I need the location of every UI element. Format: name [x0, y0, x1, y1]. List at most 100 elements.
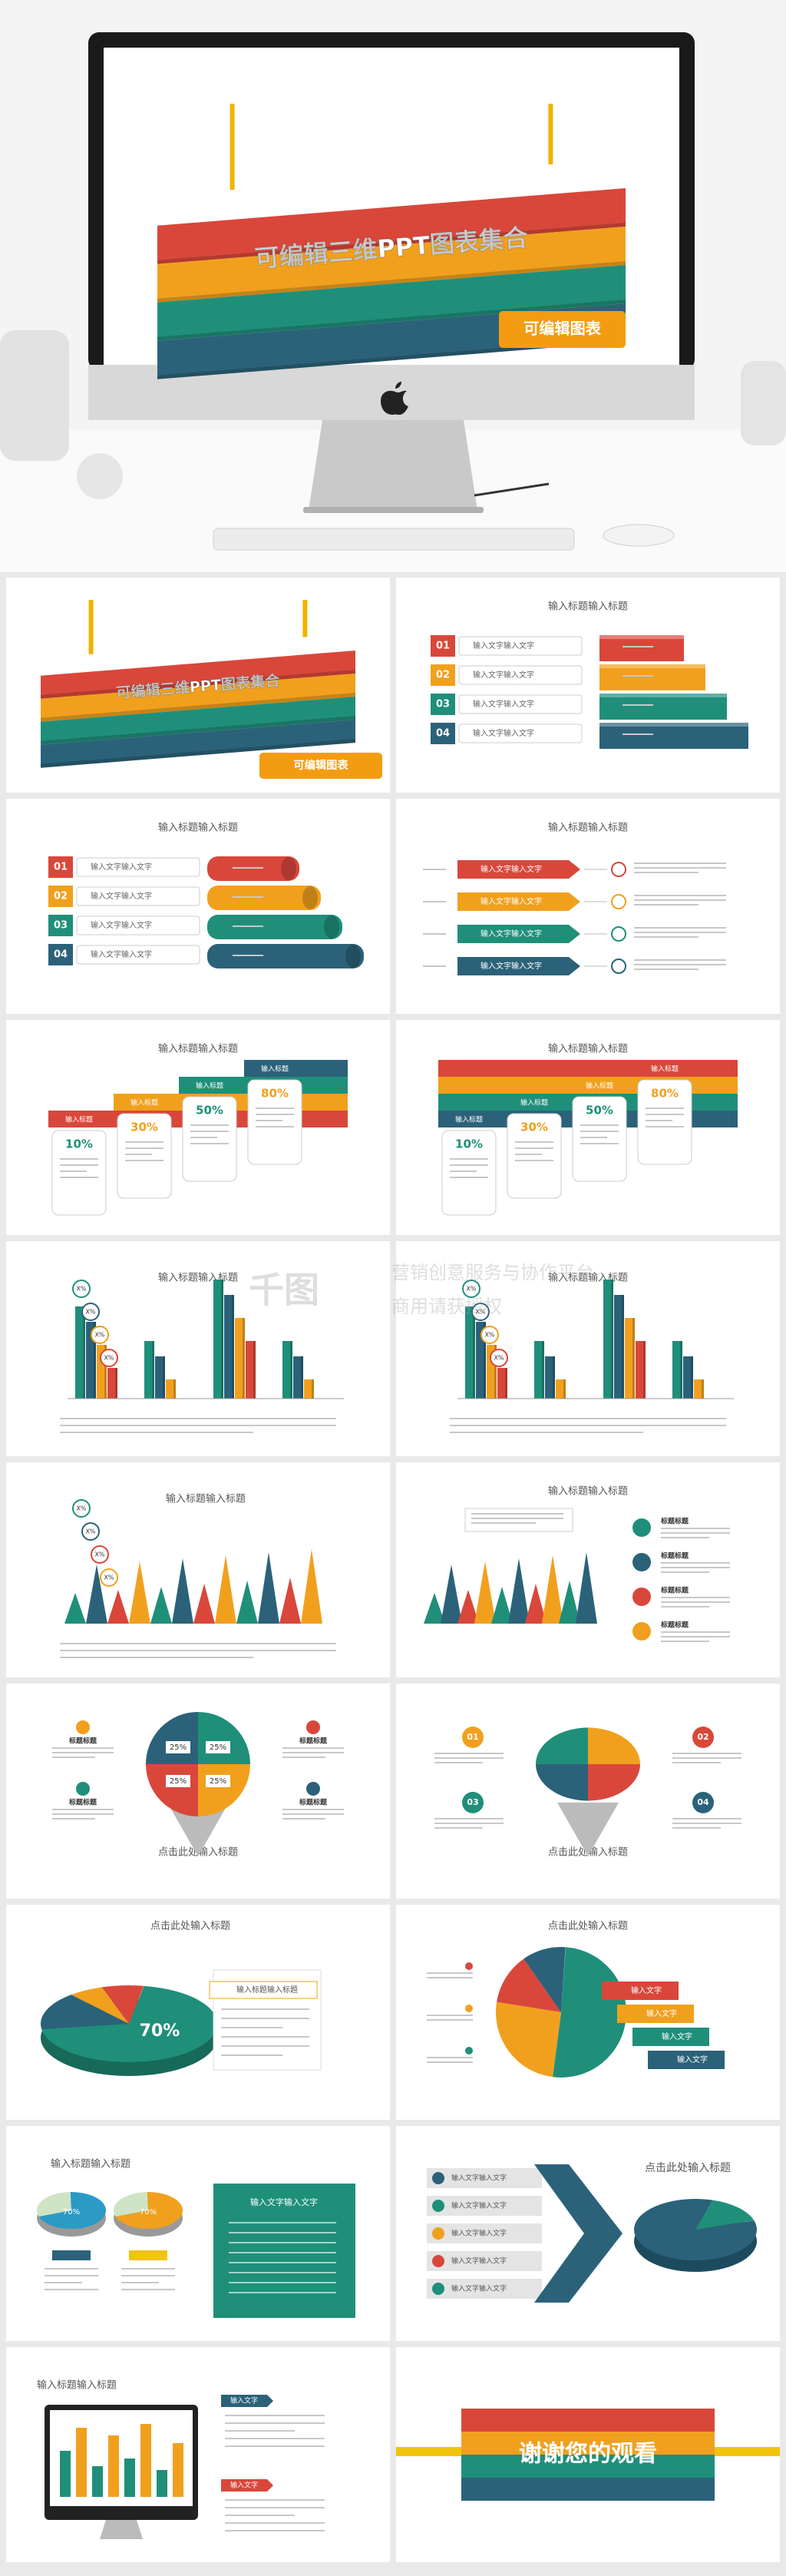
text-line — [125, 1160, 163, 1161]
label: 01 — [54, 862, 68, 873]
text-line — [190, 1124, 229, 1126]
bar-side — [563, 1379, 566, 1399]
text-line — [623, 646, 653, 647]
monitor-screen — [50, 2410, 193, 2506]
bar — [124, 2458, 135, 2497]
bar-side — [94, 1322, 96, 1399]
bar — [545, 1356, 555, 1399]
text-line — [450, 1164, 488, 1166]
text-line — [515, 1147, 553, 1149]
label: 输入文字输入文字 — [473, 728, 534, 738]
label: X% — [94, 1332, 104, 1339]
peak — [525, 1584, 547, 1624]
bar — [293, 1356, 303, 1399]
bar — [144, 1341, 154, 1399]
icon — [432, 2255, 444, 2267]
text-line — [125, 1154, 152, 1155]
text-line — [221, 2055, 283, 2056]
bar — [76, 2428, 87, 2497]
marker — [72, 1280, 91, 1298]
stripe — [461, 2478, 715, 2501]
label: 输入文字输入文字 — [481, 896, 542, 906]
bar-side — [553, 1356, 555, 1399]
text-line — [52, 1809, 114, 1810]
peak — [107, 1590, 129, 1624]
text-line — [225, 2415, 325, 2416]
label: 点击此处输入标题 — [150, 1920, 230, 1932]
bar-side — [83, 1306, 85, 1399]
text-line — [623, 675, 653, 677]
text-line — [427, 2061, 473, 2063]
step-top — [599, 723, 748, 727]
label: 80% — [261, 1087, 289, 1101]
label: 02 — [436, 670, 450, 681]
text-line — [634, 964, 726, 965]
text-line — [434, 1762, 483, 1763]
text-line — [646, 1108, 684, 1109]
number-box — [431, 694, 455, 715]
step-block — [599, 664, 705, 690]
text-line — [45, 2282, 82, 2283]
marker — [490, 1349, 508, 1367]
bar — [140, 2424, 151, 2497]
label: 04 — [436, 728, 450, 740]
text-line — [646, 1114, 684, 1115]
flag — [602, 1982, 679, 2000]
arrow — [457, 860, 580, 879]
label: 标题标题 — [660, 1517, 689, 1526]
stripe — [157, 188, 626, 264]
label: 输入文字 — [646, 2008, 677, 2018]
peak — [424, 1593, 445, 1624]
peak — [279, 1578, 301, 1624]
text-line — [471, 1518, 563, 1519]
text-line — [427, 2015, 473, 2016]
string — [230, 104, 235, 190]
bar — [556, 1379, 566, 1399]
label: X% — [475, 1309, 485, 1316]
number-box — [431, 635, 455, 657]
label: 输入标题输入标题 — [548, 601, 628, 613]
row — [427, 2168, 542, 2188]
text-line — [471, 1522, 536, 1524]
bar — [173, 2443, 183, 2497]
label-box — [76, 916, 200, 935]
bar — [224, 1295, 234, 1399]
flag — [648, 2051, 725, 2069]
text-line — [221, 2036, 309, 2038]
text-line — [282, 1818, 325, 1819]
bar-side — [494, 1345, 497, 1399]
stripe-edge — [41, 716, 355, 745]
bar-side — [301, 1356, 303, 1399]
label: 02 — [697, 1732, 708, 1742]
text-line — [634, 899, 726, 901]
stripe-edge — [157, 223, 626, 264]
number-box — [48, 915, 73, 936]
label: 输入文字 — [662, 2031, 692, 2041]
text-line — [229, 2262, 336, 2263]
text-line — [580, 1137, 607, 1138]
label: 输入文字 — [230, 2481, 258, 2490]
percent-tag — [206, 1775, 230, 1787]
text-line — [45, 2275, 98, 2276]
label-box — [76, 857, 200, 877]
number-dot — [462, 1792, 484, 1813]
text-line — [60, 1170, 87, 1172]
pie-slice — [536, 1727, 588, 1764]
number-box — [48, 856, 73, 878]
label: 25% — [170, 1743, 187, 1752]
cylinder-end — [281, 857, 296, 880]
text-line — [646, 1126, 684, 1127]
text-line — [256, 1114, 294, 1115]
pie-slice — [101, 1985, 144, 2024]
bar — [75, 1306, 85, 1399]
bar-side — [290, 1341, 292, 1399]
marker — [100, 1568, 118, 1587]
label: X% — [466, 1286, 476, 1293]
text-line — [646, 1120, 672, 1121]
icon — [632, 1622, 651, 1641]
peak — [172, 1558, 193, 1624]
pie-slice — [634, 2199, 758, 2261]
text-line — [515, 1141, 553, 1143]
kettle — [741, 361, 786, 445]
note-box — [464, 1508, 573, 1532]
